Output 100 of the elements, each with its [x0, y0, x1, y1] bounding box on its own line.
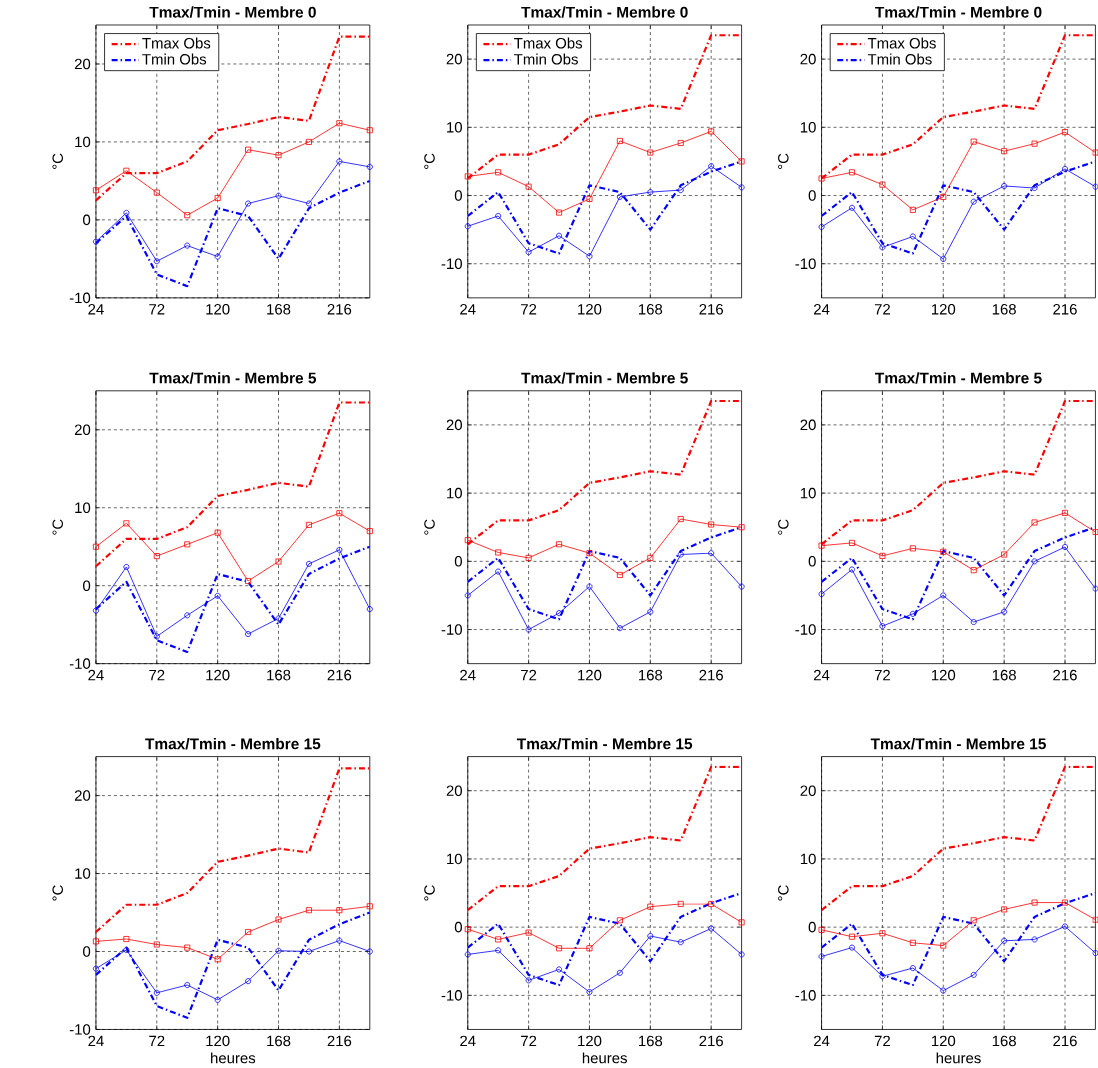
- point: [677, 939, 684, 945]
- y-tick-label: 20: [446, 785, 462, 796]
- point: [214, 194, 221, 201]
- point: [123, 935, 130, 942]
- y-axis-title: °C: [778, 519, 789, 535]
- point: [677, 186, 684, 193]
- point: [586, 253, 593, 260]
- point: [818, 175, 825, 182]
- point: [123, 563, 130, 570]
- y-axis-title: °C: [424, 519, 435, 535]
- x-tick-label: 24: [88, 1035, 104, 1046]
- point: [305, 138, 312, 145]
- point: [879, 181, 886, 188]
- point: [184, 981, 191, 988]
- point: [153, 552, 160, 559]
- chart-title: Tmax/Tmin - Membre 15: [145, 737, 321, 750]
- point: [495, 568, 502, 575]
- point: [909, 233, 916, 240]
- point: [1062, 165, 1068, 172]
- point: [879, 930, 886, 937]
- y-tick-label: 0: [454, 921, 462, 933]
- point: [879, 244, 886, 251]
- point: [495, 936, 502, 943]
- point: [616, 137, 623, 144]
- point: [366, 527, 373, 534]
- x-tick-label: 168: [992, 303, 1016, 315]
- point: [647, 149, 654, 156]
- y-tick-label: 10: [447, 853, 462, 865]
- x-tick-label: 168: [639, 1035, 663, 1047]
- y-tick-label: 20: [800, 785, 816, 796]
- point: [647, 608, 654, 615]
- point: [909, 964, 916, 971]
- point: [909, 545, 916, 552]
- x-tick-label: 168: [992, 669, 1016, 681]
- point: [153, 941, 160, 948]
- chart-title: Tmax/Tmin - Membre 0: [875, 6, 1042, 18]
- x-axis-title: heures: [582, 1052, 627, 1064]
- point: [153, 989, 160, 996]
- point: [677, 900, 684, 907]
- y-axis-title: °C: [424, 885, 435, 901]
- x-tick-label: 24: [460, 303, 476, 315]
- x-tick-label: 72: [149, 303, 165, 315]
- x-tick-label: 216: [327, 1035, 352, 1047]
- point: [153, 633, 160, 640]
- x-tick-label: 216: [699, 1035, 723, 1047]
- point: [970, 567, 977, 574]
- point: [708, 550, 715, 556]
- x-tick-label: 24: [814, 669, 830, 681]
- point: [525, 183, 532, 190]
- point: [123, 520, 130, 527]
- chart-title: Tmax/Tmin - Membre 0: [149, 6, 316, 18]
- point: [1062, 899, 1068, 906]
- legend-label: Tmin Obs: [867, 53, 932, 65]
- point: [909, 939, 916, 946]
- point: [647, 188, 654, 195]
- point: [184, 212, 191, 219]
- x-tick-label: 120: [578, 303, 602, 315]
- point: [647, 932, 654, 939]
- point: [616, 193, 623, 200]
- point: [525, 977, 532, 984]
- x-tick-label: 72: [521, 303, 537, 315]
- x-tick-label: 24: [460, 1035, 476, 1046]
- point: [92, 938, 99, 945]
- line-series: [467, 765, 742, 912]
- point: [184, 242, 191, 249]
- y-tick-label: -10: [795, 624, 816, 635]
- x-tick-label: 168: [992, 1035, 1016, 1047]
- point: [556, 541, 563, 548]
- x-tick-label: 72: [874, 669, 890, 681]
- y-tick-label: 10: [800, 853, 816, 865]
- legend-label: Tmin Obs: [514, 53, 578, 65]
- y-tick-label: 20: [800, 419, 816, 431]
- y-tick-label: 10: [447, 121, 462, 133]
- x-tick-label: 120: [931, 669, 956, 681]
- y-tick-label: 0: [808, 190, 816, 201]
- point: [214, 996, 221, 1003]
- point: [1031, 140, 1038, 147]
- point: [940, 193, 947, 200]
- point: [525, 249, 532, 255]
- point: [1031, 184, 1038, 191]
- point: [818, 926, 825, 933]
- y-axis-title: °C: [52, 885, 64, 901]
- point: [336, 158, 343, 165]
- point: [214, 956, 221, 963]
- point: [708, 900, 715, 907]
- point: [940, 255, 947, 262]
- legend-label: Tmax Obs: [514, 37, 583, 49]
- point: [708, 163, 715, 170]
- chart-title: Tmax/Tmin - Membre 0: [521, 6, 688, 18]
- point: [677, 515, 684, 522]
- y-axis-title: °C: [424, 153, 435, 169]
- point: [940, 942, 947, 949]
- x-tick-label: 216: [327, 303, 352, 315]
- point: [153, 189, 160, 196]
- y-tick-label: -10: [69, 292, 91, 303]
- point: [214, 253, 221, 260]
- point: [879, 552, 886, 559]
- point: [677, 139, 684, 146]
- y-tick-label: -10: [69, 658, 91, 669]
- point: [1031, 936, 1038, 943]
